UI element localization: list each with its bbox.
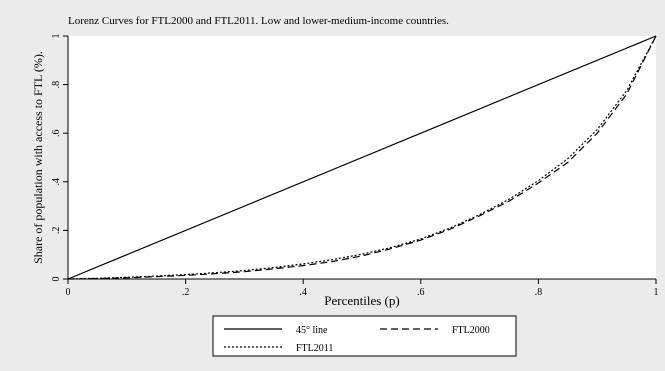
- legend-entries: 45° line FTL2000 FTL2011: [224, 325, 490, 354]
- y-tick-label: 1: [51, 34, 62, 39]
- y-tick-label: .6: [51, 129, 62, 137]
- axis-layer: 0 .2 .4 .6 .8 1 0 .2 .4 .6 .8 1: [51, 34, 659, 299]
- series-line-1: [67, 35, 657, 280]
- legend-label: FTL2011: [296, 343, 333, 354]
- x-axis-label: Percentiles (p): [324, 293, 399, 308]
- legend-box: [212, 315, 517, 357]
- legend-label: 45° line: [296, 325, 328, 336]
- x-tick-label: 0: [66, 287, 71, 298]
- series-layer: [67, 35, 657, 280]
- chart-title: Lorenz Curves for FTL2000 and FTL2011. L…: [68, 15, 449, 27]
- y-tick-label: 0: [51, 277, 62, 282]
- y-tick-label: .4: [51, 178, 62, 186]
- y-tick-label: .2: [51, 227, 62, 235]
- x-tick-label: .2: [182, 287, 190, 298]
- y-tick-label: .8: [51, 81, 62, 89]
- x-tick-label: 1: [654, 287, 659, 298]
- x-tick-label: .4: [299, 287, 307, 298]
- y-axis-label: Share of population with access to FTL (…: [31, 51, 45, 264]
- legend-label: FTL2000: [452, 325, 490, 336]
- legend: 45° line FTL2000 FTL2011: [212, 315, 517, 357]
- series-line-0: [67, 35, 657, 280]
- series-line-2: [67, 35, 657, 280]
- x-tick-label: .6: [417, 287, 425, 298]
- x-tick-label: .8: [535, 287, 543, 298]
